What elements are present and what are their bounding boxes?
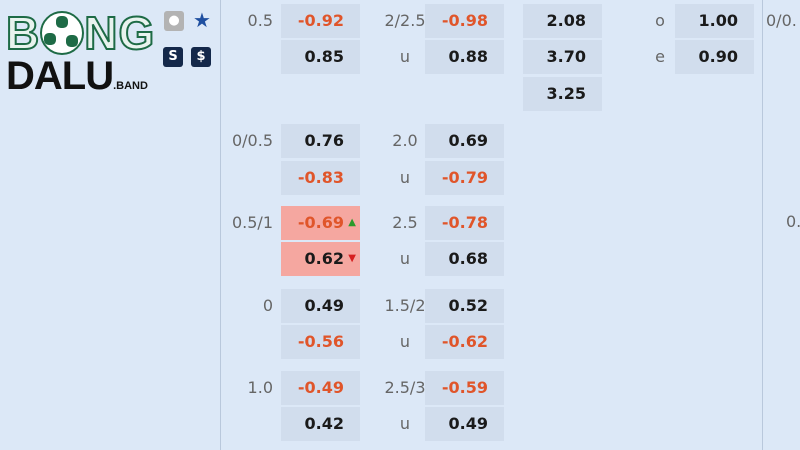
logo-text: DALU <box>6 54 114 98</box>
logo-suffix: .BAND <box>113 80 148 92</box>
column-divider <box>220 0 221 450</box>
over-under-label: u <box>399 168 411 187</box>
over-under-odds-cell[interactable]: 0.88 <box>425 40 504 74</box>
over-under-label: u <box>399 249 411 268</box>
1x2-odds-cell[interactable]: 3.25 <box>523 77 602 111</box>
user-icon[interactable]: ● <box>164 11 184 31</box>
over-under-odds-cell[interactable]: -0.78 <box>425 206 504 240</box>
over-under-label: 2.5 <box>392 213 418 232</box>
dollar-icon[interactable]: $ <box>191 47 211 67</box>
over-under-label: 2/2.5 <box>384 11 426 30</box>
over-under-odds-cell[interactable]: 0.69 <box>425 124 504 158</box>
handicap-odds-cell[interactable]: 0.62 ▼ <box>281 242 360 276</box>
odd-even-odds-cell[interactable]: 1.00 <box>675 4 754 38</box>
1x2-odds-cell[interactable]: 2.08 <box>523 4 602 38</box>
over-under-label: u <box>399 332 411 351</box>
handicap-odds-cell[interactable]: -0.83 <box>281 161 360 195</box>
handicap-odds-cell[interactable]: -0.49 <box>281 371 360 405</box>
1x2-odds-cell[interactable]: 3.70 <box>523 40 602 74</box>
handicap-odds-cell[interactable]: 0.85 <box>281 40 360 74</box>
handicap-label: 0.5 <box>247 11 273 30</box>
handicap-odds-cell[interactable]: -0.69 ▲ <box>281 206 360 240</box>
handicap-label: 0.5/1 <box>231 213 273 232</box>
logo-text: B <box>5 7 41 59</box>
over-under-odds-cell[interactable]: -0.79 <box>425 161 504 195</box>
logo: B NG DALU.BAND <box>5 7 156 106</box>
over-under-label: u <box>399 414 411 433</box>
odd-even-label: o <box>655 11 665 30</box>
logo-text: NG <box>83 7 156 59</box>
over-under-odds-cell[interactable]: 0.68 <box>425 242 504 276</box>
handicap-label: 1.0 <box>247 378 273 397</box>
star-icon[interactable]: ★ <box>193 8 211 32</box>
handicap-odds-cell[interactable]: 0.42 <box>281 407 360 441</box>
over-under-label: 1.5/2 <box>384 296 426 315</box>
right-column-handicap: 0. <box>786 212 800 231</box>
over-under-label: 2.5/3 <box>384 378 426 397</box>
handicap-odds-cell[interactable]: 0.49 <box>281 289 360 323</box>
arrow-down-icon: ▼ <box>348 253 356 264</box>
soccer-ball-icon <box>40 11 85 55</box>
s-badge-icon[interactable]: S <box>163 47 183 67</box>
over-under-odds-cell[interactable]: 0.52 <box>425 289 504 323</box>
over-under-odds-cell[interactable]: 0.49 <box>425 407 504 441</box>
over-under-label: 2.0 <box>392 131 418 150</box>
handicap-label: 0 <box>262 296 273 315</box>
odd-even-odds-cell[interactable]: 0.90 <box>675 40 754 74</box>
arrow-up-icon: ▲ <box>348 217 356 228</box>
over-under-label: u <box>399 47 411 66</box>
column-divider <box>762 0 763 450</box>
handicap-odds-cell[interactable]: -0.56 <box>281 325 360 359</box>
over-under-odds-cell[interactable]: -0.59 <box>425 371 504 405</box>
handicap-odds-cell[interactable]: -0.92 <box>281 4 360 38</box>
over-under-odds-cell[interactable]: -0.62 <box>425 325 504 359</box>
odd-even-label: e <box>655 47 665 66</box>
handicap-odds-cell[interactable]: 0.76 <box>281 124 360 158</box>
over-under-odds-cell[interactable]: -0.98 <box>425 4 504 38</box>
handicap-label: 0/0.5 <box>231 131 273 150</box>
right-column-handicap: 0/0. <box>766 11 797 30</box>
